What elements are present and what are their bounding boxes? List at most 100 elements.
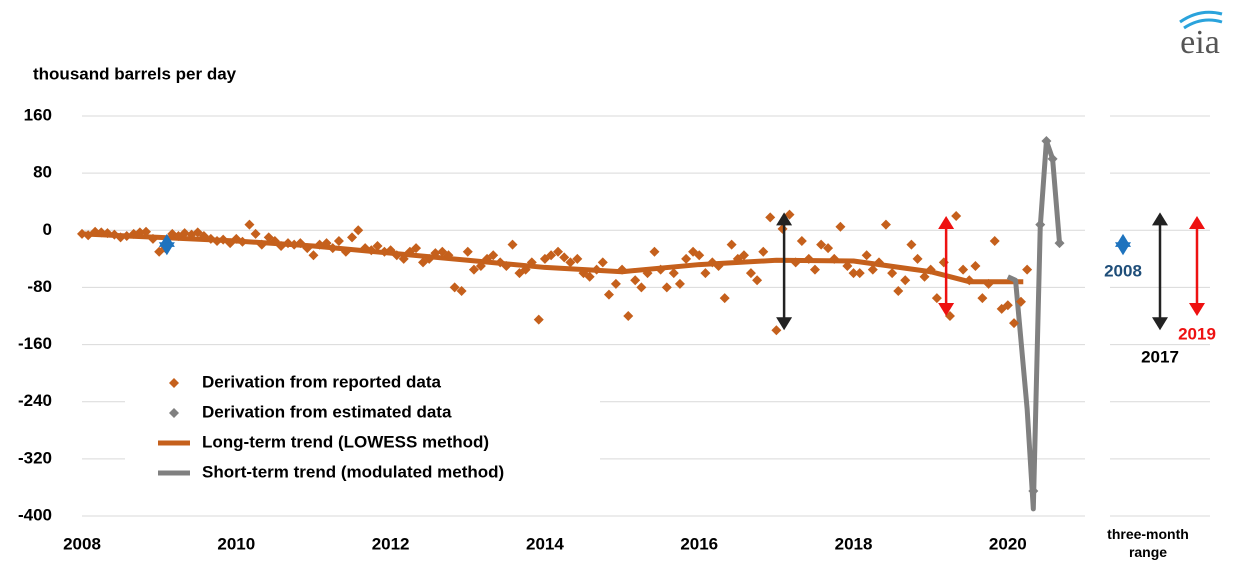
legend-label: Derivation from estimated data [202, 402, 452, 421]
point [141, 226, 152, 237]
point [572, 253, 583, 264]
y-tick-label: -80 [27, 277, 52, 296]
point [681, 253, 692, 264]
point [1035, 219, 1046, 230]
point [630, 275, 641, 286]
legend-label: Long-term trend (LOWESS method) [202, 432, 489, 451]
point [867, 264, 878, 275]
point [1041, 136, 1052, 146]
point [765, 212, 776, 223]
point [256, 239, 267, 250]
point [790, 257, 801, 268]
point [1047, 153, 1058, 164]
arrow-head [938, 303, 955, 316]
point [771, 325, 782, 336]
point [983, 278, 994, 289]
point [1002, 300, 1013, 311]
legend-box [125, 365, 600, 498]
arrow-head [776, 212, 793, 226]
point [553, 246, 564, 257]
point [1015, 296, 1026, 307]
point [302, 243, 313, 254]
point [340, 246, 351, 257]
point [636, 282, 647, 293]
y-tick-label: -400 [18, 505, 52, 524]
point [314, 239, 325, 250]
point [854, 268, 865, 279]
point [1009, 318, 1020, 329]
point [809, 264, 820, 275]
point [353, 225, 364, 236]
point [520, 264, 531, 275]
point [919, 271, 930, 282]
point [507, 239, 518, 250]
point [803, 253, 814, 264]
x-tick-label: 2020 [989, 534, 1027, 553]
point [347, 232, 358, 243]
point [83, 230, 94, 241]
x-tick-label: 2008 [63, 534, 101, 553]
point [398, 253, 409, 264]
point [1054, 238, 1065, 249]
point [179, 228, 190, 239]
point [951, 211, 962, 221]
point [893, 286, 904, 296]
point [526, 257, 537, 268]
point [989, 236, 1000, 246]
point [958, 264, 969, 275]
point [873, 257, 884, 268]
point [623, 311, 634, 321]
point [250, 228, 261, 239]
point [90, 226, 101, 237]
panel-range-arrow [1189, 216, 1205, 316]
arrow-head [938, 216, 955, 229]
point [372, 241, 383, 251]
point [597, 257, 608, 268]
point [887, 268, 898, 279]
arrow-head [776, 317, 793, 331]
legend-label: Short-term trend (modulated method) [202, 462, 504, 481]
point [237, 236, 248, 247]
point [218, 234, 229, 245]
point [430, 248, 441, 259]
range-label: 2008 [1104, 261, 1142, 280]
point [102, 228, 113, 239]
point [719, 293, 730, 304]
y-axis-label: thousand barrels per day [33, 64, 237, 83]
point [610, 278, 621, 289]
logo-arc [1179, 10, 1223, 30]
point [931, 293, 942, 304]
point [244, 219, 255, 230]
point [726, 239, 737, 250]
y-tick-label: 0 [43, 220, 52, 239]
point [970, 261, 981, 271]
point [225, 238, 236, 249]
panel-range-arrow [1152, 212, 1168, 331]
x-tick-label: 2010 [217, 534, 255, 553]
point [848, 268, 859, 279]
point [912, 253, 923, 264]
point [565, 257, 576, 268]
point [700, 268, 711, 279]
point [925, 264, 936, 275]
arrow-head [1152, 317, 1168, 331]
point [308, 250, 319, 261]
point [906, 239, 917, 250]
arrow-head [158, 242, 175, 256]
arrow-head [1115, 242, 1131, 256]
point [321, 238, 332, 249]
point [121, 231, 132, 241]
point [456, 286, 467, 296]
point [501, 261, 512, 271]
point [468, 264, 479, 275]
point [694, 250, 705, 261]
legend-swatch [169, 378, 179, 388]
range-arrow [158, 233, 175, 256]
point [784, 209, 795, 220]
point [835, 221, 846, 232]
point [752, 275, 763, 286]
range-panel-label: three-month range [1107, 526, 1189, 560]
x-tick-label: 2014 [526, 534, 564, 553]
range-label: 2017 [1141, 347, 1179, 366]
